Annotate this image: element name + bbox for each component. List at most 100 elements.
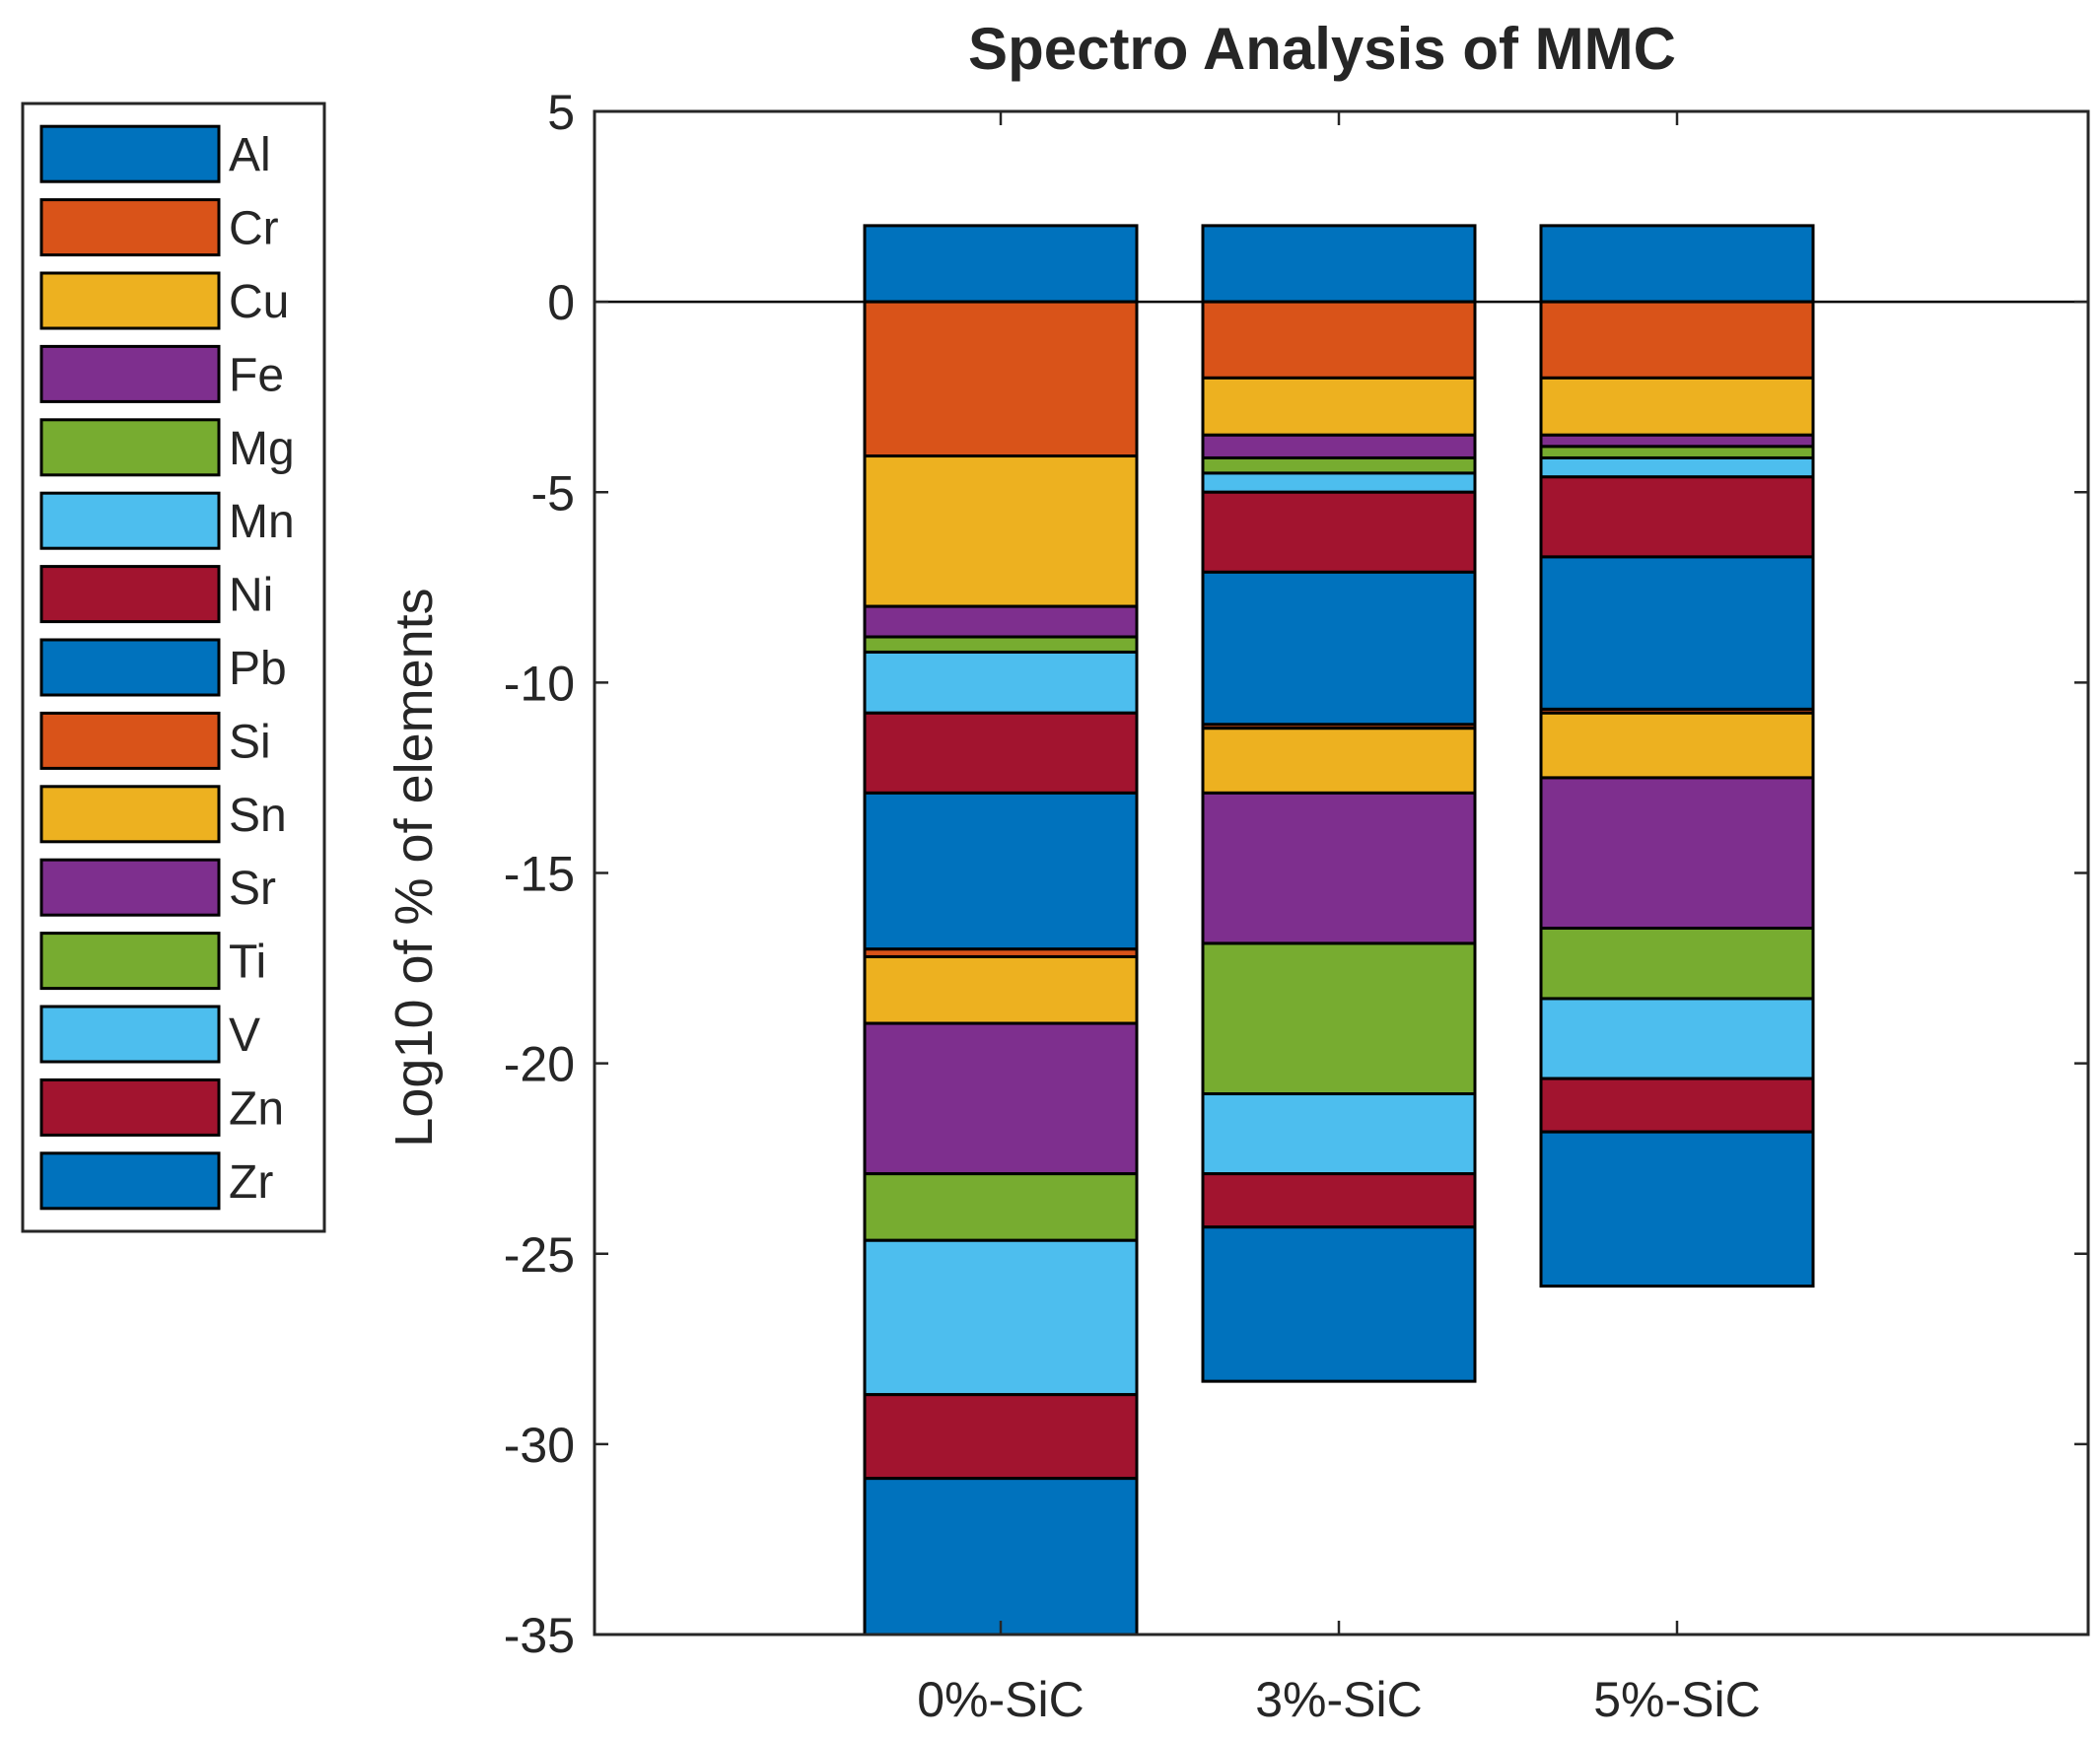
bar-segment-v-0-sic[interactable] (863, 1238, 1139, 1397)
bar-segment-sr-3-sic[interactable] (1201, 791, 1477, 945)
bars-group (595, 111, 2088, 1636)
legend-item-al[interactable]: Al (39, 124, 271, 183)
legend-swatch-cr (39, 198, 221, 257)
legend-swatch-fe (39, 344, 221, 403)
bar-segment-sn-3-sic[interactable] (1201, 727, 1477, 795)
bar-segment-zr-5-sic[interactable] (1539, 1130, 1815, 1288)
bar-segment-al-3-sic[interactable] (1201, 224, 1477, 304)
x-tick-label-5-sic: 5%-SiC (1593, 1672, 1760, 1727)
bar-segment-al-0-sic[interactable] (863, 224, 1139, 304)
legend[interactable]: Al Cr Cu Fe Mg Mn Ni Pb Si Sn Sr Ti V Zn Zr (21, 102, 326, 1233)
legend-item-v[interactable]: V (39, 1005, 260, 1064)
legend-item-mn[interactable]: Mn (39, 491, 295, 550)
legend-item-zr[interactable]: Zr (39, 1151, 273, 1211)
bar-segment-zr-0-sic[interactable] (863, 1477, 1139, 1636)
bar-segment-zn-5-sic[interactable] (1539, 1077, 1815, 1134)
legend-item-cr[interactable]: Cr (39, 198, 279, 257)
bar-segment-sn-5-sic[interactable] (1539, 711, 1815, 780)
legend-item-sr[interactable]: Sr (39, 858, 276, 917)
legend-item-ti[interactable]: Ti (39, 932, 266, 991)
legend-swatch-ni (39, 565, 221, 624)
y-tick-label: -25 (504, 1227, 575, 1283)
legend-swatch-v (39, 1005, 221, 1064)
y-tick-label: -10 (504, 656, 575, 711)
legend-item-si[interactable]: Si (39, 711, 271, 770)
bar-segment-mn-5-sic[interactable] (1539, 455, 1815, 479)
legend-item-sn[interactable]: Sn (39, 785, 287, 844)
bar-segment-mn-0-sic[interactable] (863, 650, 1139, 715)
legend-label-fe: Fe (229, 349, 284, 401)
legend-label-v: V (229, 1009, 260, 1062)
legend-label-cu: Cu (229, 276, 289, 328)
y-tick-label: -35 (504, 1608, 575, 1663)
bar-segment-al-5-sic[interactable] (1539, 224, 1815, 304)
bar-segment-ni-3-sic[interactable] (1201, 490, 1477, 574)
legend-swatch-sn (39, 785, 221, 844)
y-tick-label: -20 (504, 1037, 575, 1092)
legend-swatch-pb (39, 638, 221, 697)
legend-label-pb: Pb (229, 643, 287, 695)
bar-segment-pb-3-sic[interactable] (1201, 570, 1477, 727)
legend-label-sn: Sn (229, 790, 287, 842)
bar-segment-cr-0-sic[interactable] (863, 300, 1139, 458)
bar-segment-pb-5-sic[interactable] (1539, 555, 1815, 711)
legend-label-ni: Ni (229, 570, 273, 622)
x-tick-label-0-sic: 0%-SiC (917, 1672, 1084, 1727)
y-tick-label: 5 (547, 85, 575, 140)
legend-label-mg: Mg (229, 423, 295, 475)
bar-segment-v-5-sic[interactable] (1539, 997, 1815, 1080)
bar-segment-ti-0-sic[interactable] (863, 1172, 1139, 1242)
bar-segment-zr-3-sic[interactable] (1201, 1225, 1477, 1383)
legend-label-zn: Zn (229, 1082, 284, 1135)
legend-item-cu[interactable]: Cu (39, 271, 289, 330)
bar-segment-fe-3-sic[interactable] (1201, 433, 1477, 459)
legend-label-cr: Cr (229, 203, 279, 255)
chart-title: Spectro Analysis of MMC (968, 16, 1676, 82)
bar-segment-pb-0-sic[interactable] (863, 791, 1139, 951)
bar-segment-cr-3-sic[interactable] (1201, 300, 1477, 380)
legend-label-si: Si (229, 716, 271, 768)
bar-segment-ni-5-sic[interactable] (1539, 475, 1815, 559)
legend-item-zn[interactable]: Zn (39, 1078, 284, 1137)
bar-segment-sr-5-sic[interactable] (1539, 776, 1815, 931)
legend-swatch-zn (39, 1078, 221, 1137)
legend-label-al: Al (229, 129, 271, 181)
bar-segment-ti-5-sic[interactable] (1539, 927, 1815, 1001)
y-tick-label: 0 (547, 275, 575, 330)
bar-segment-v-3-sic[interactable] (1201, 1092, 1477, 1176)
legend-swatch-zr (39, 1151, 221, 1211)
bar-segment-cu-5-sic[interactable] (1539, 376, 1815, 437)
bar-segment-fe-0-sic[interactable] (863, 604, 1139, 639)
bar-segment-cr-5-sic[interactable] (1539, 300, 1815, 380)
legend-label-zr: Zr (229, 1156, 273, 1209)
bar-segment-mg-3-sic[interactable] (1201, 455, 1477, 475)
legend-swatch-mg (39, 418, 221, 477)
bar-segment-sn-0-sic[interactable] (863, 954, 1139, 1025)
y-axis-label: Log10 of % of elements (385, 588, 444, 1147)
legend-label-mn: Mn (229, 496, 295, 548)
bar-segment-ti-3-sic[interactable] (1201, 941, 1477, 1096)
legend-swatch-cu (39, 271, 221, 330)
y-tick-label: -15 (504, 847, 575, 902)
legend-label-ti: Ti (229, 937, 266, 989)
axes-group: 5 0 -5 -10 -15 -20 -25 -30 -35 0%-SiC 3%-SiC 5%-SiC (504, 85, 2090, 1727)
legend-item-fe[interactable]: Fe (39, 344, 284, 403)
legend-swatch-si (39, 711, 221, 770)
legend-swatch-mn (39, 491, 221, 550)
bar-segment-zn-0-sic[interactable] (863, 1393, 1139, 1481)
legend-item-ni[interactable]: Ni (39, 565, 273, 624)
bar-segment-cu-0-sic[interactable] (863, 454, 1139, 608)
legend-item-mg[interactable]: Mg (39, 418, 295, 477)
bar-segment-mg-0-sic[interactable] (863, 635, 1139, 654)
legend-swatch-sr (39, 858, 221, 917)
legend-swatch-ti (39, 932, 221, 991)
bar-segment-sr-0-sic[interactable] (863, 1021, 1139, 1176)
bar-segment-ni-0-sic[interactable] (863, 711, 1139, 795)
bar-segment-fe-5-sic[interactable] (1539, 433, 1815, 449)
bar-segment-zn-3-sic[interactable] (1201, 1172, 1477, 1229)
bar-segment-mg-5-sic[interactable] (1539, 445, 1815, 459)
legend-item-pb[interactable]: Pb (39, 638, 287, 697)
bar-segment-mn-3-sic[interactable] (1201, 471, 1477, 494)
bar-segment-cu-3-sic[interactable] (1201, 376, 1477, 437)
